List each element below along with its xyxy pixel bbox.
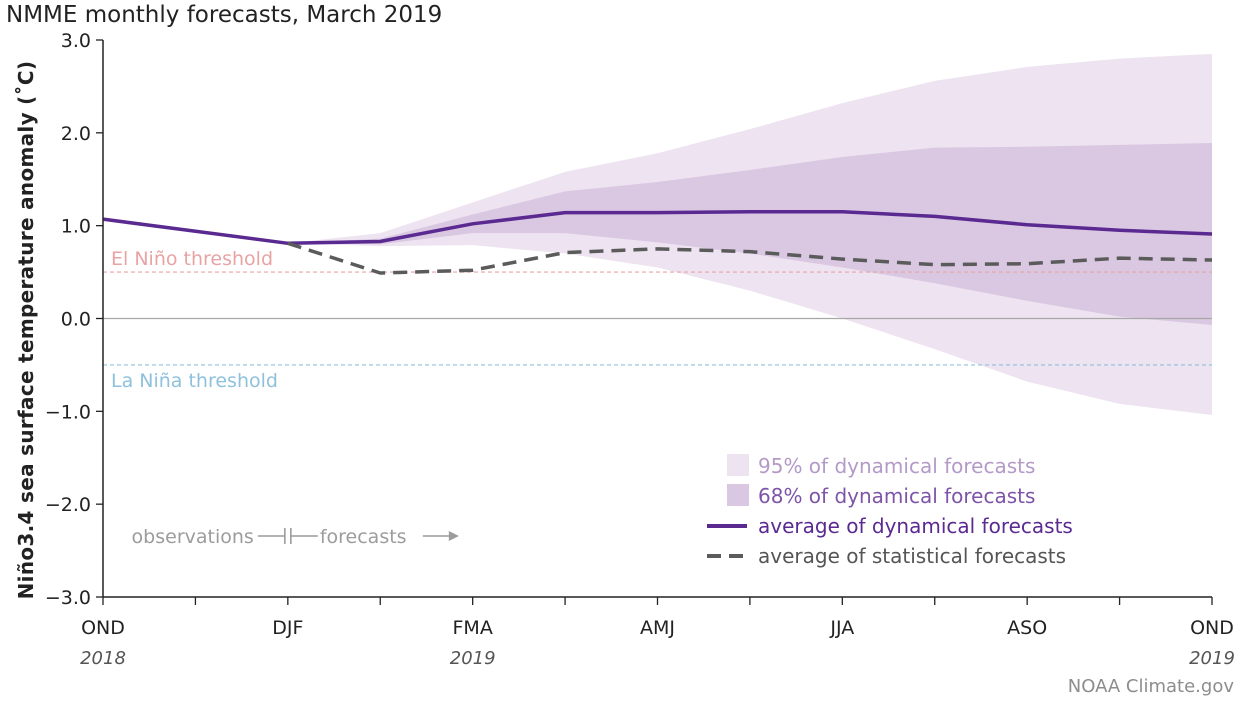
y-tick-label: −3.0 — [45, 587, 91, 609]
band-68 — [287, 143, 1212, 325]
dynamical-average-line — [102, 209, 1213, 246]
legend-label-statistical: average of statistical forecasts — [758, 544, 1066, 568]
statistical-average-line — [287, 241, 1213, 275]
credit-text: NOAA Climate.gov — [1067, 676, 1234, 697]
legend-label-95: 95% of dynamical forecasts — [758, 454, 1035, 478]
observations-label: observations — [132, 526, 254, 548]
legend-swatch-95 — [727, 454, 749, 476]
x-tick-label: OND — [1190, 617, 1234, 639]
x-tick-label: AMJ — [640, 617, 675, 639]
chart-title: NMME monthly forecasts, March 2019 — [6, 2, 443, 28]
legend-swatch-68 — [727, 484, 749, 506]
x-tick-label: FMA — [453, 617, 493, 639]
y-tick-label: 2.0 — [61, 123, 91, 145]
legend-label-68: 68% of dynamical forecasts — [758, 484, 1035, 508]
el-nino-threshold-label: El Niño threshold — [111, 248, 273, 270]
y-tick-label: −2.0 — [45, 494, 91, 516]
forecasts-arrowhead — [448, 531, 459, 541]
x-year-label: 2019 — [1189, 648, 1235, 669]
y-tick-label: 3.0 — [61, 30, 91, 52]
y-tick-label: 0.0 — [61, 309, 91, 331]
x-tick-label: JJA — [829, 617, 854, 639]
legend-label-dynamical: average of dynamical forecasts — [758, 514, 1073, 538]
x-tick-label: DJF — [272, 617, 303, 639]
y-tick-label: 1.0 — [61, 216, 91, 238]
x-year-label: 2019 — [450, 648, 496, 669]
x-year-label: 2018 — [80, 648, 126, 669]
x-tick-label: ASO — [1007, 617, 1047, 639]
y-tick-label: −1.0 — [45, 401, 91, 423]
forecasts-label: forecasts — [320, 526, 407, 548]
x-tick-label: OND — [81, 617, 125, 639]
la-nina-threshold-label: La Niña threshold — [111, 370, 278, 392]
